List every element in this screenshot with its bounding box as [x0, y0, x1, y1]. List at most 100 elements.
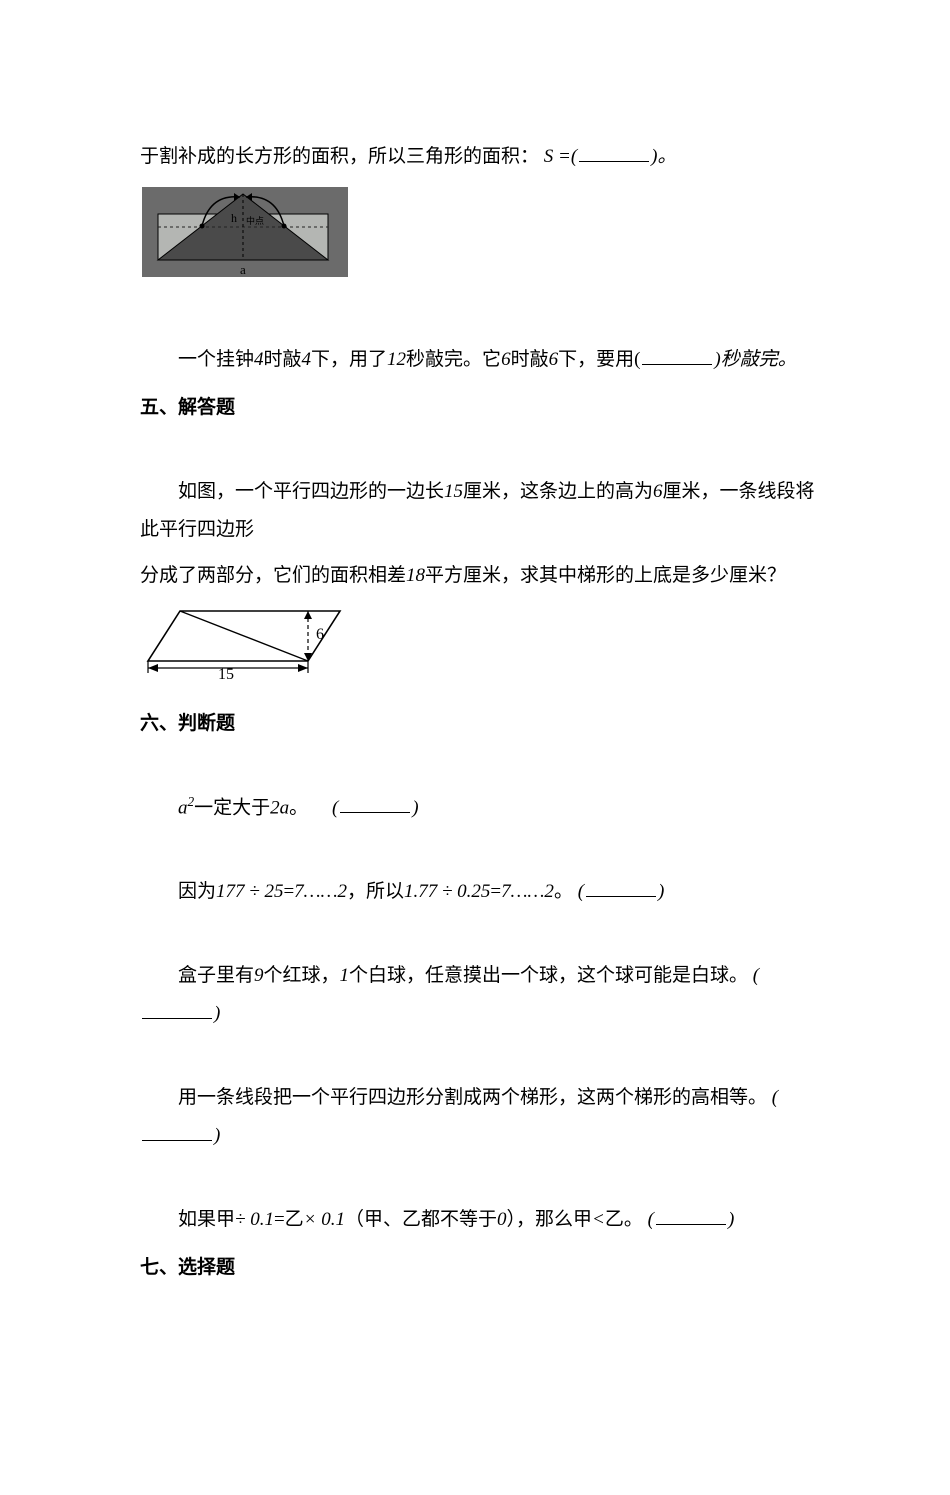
- clk-p4: 秒敲完。它: [406, 349, 501, 370]
- tf3-close: ): [214, 1003, 220, 1024]
- clk-n5: 6: [549, 349, 559, 370]
- clk-n1: 4: [254, 349, 264, 370]
- pq-l2a: 分成了两部分，它们的面积相差: [140, 565, 406, 586]
- fig2-base-arrow-r: [298, 664, 308, 672]
- page-root: 于割补成的长方形的面积，所以三角形的面积： S =()。 h a: [0, 0, 950, 1495]
- blank-area[interactable]: [579, 142, 649, 162]
- tf1-open: (: [332, 797, 338, 818]
- heading-section7: 七、选择题: [140, 1249, 820, 1287]
- question-clock: 一个挂钟4时敲4下，用了12秒敲完。它6时敲6下，要用()秒敲完。: [140, 341, 820, 379]
- question-parallelogram-l2: 分成了两部分，它们的面积相差18平方厘米，求其中梯形的上底是多少厘米？: [140, 557, 820, 595]
- tf3-n1: 9: [254, 965, 264, 986]
- tf2-p3: ，所以: [347, 881, 404, 902]
- clk-p6: 下，要用(: [558, 349, 640, 370]
- line-triangle-area: 于割补成的长方形的面积，所以三角形的面积： S =( )。: [140, 138, 820, 176]
- pq-l1n2: 6: [653, 481, 663, 502]
- clk-n2: 4: [302, 349, 312, 370]
- txt-close: )。: [651, 146, 676, 167]
- txt-eq-open: =(: [558, 146, 577, 167]
- clk-p7: )秒敲完。: [714, 349, 796, 370]
- tf5-p3: （甲、乙都不等于: [345, 1209, 497, 1230]
- tf2-p1: 因为: [178, 881, 216, 902]
- var-S: S: [544, 146, 554, 167]
- tf2-e3: 1.77 ÷ 0.25: [404, 881, 490, 902]
- blank-tf5[interactable]: [656, 1205, 726, 1225]
- tf2-p4: =: [490, 881, 501, 902]
- tf5-p5: 乙。: [605, 1209, 643, 1230]
- tf2-e1: 177 ÷ 25: [216, 881, 283, 902]
- tf1-b: 2a: [270, 797, 289, 818]
- tf2-e2: 7……2: [294, 881, 347, 902]
- tf1-tail: 。: [289, 797, 308, 818]
- fig2-label-h: 6: [316, 626, 324, 643]
- tf-q2: 因为177 ÷ 25=7……2，所以1.77 ÷ 0.25=7……2。 (): [140, 873, 820, 911]
- pq-l1n1: 15: [444, 481, 463, 502]
- heading-section6: 六、判断题: [140, 705, 820, 743]
- spacer-7: [140, 1163, 820, 1193]
- clk-n4: 6: [501, 349, 511, 370]
- txt-prefix: 于割补成的长方形的面积，所以三角形的面积：: [140, 146, 539, 167]
- tf5-e1: ÷ 0.1: [235, 1209, 274, 1230]
- pq-l2n: 18: [406, 565, 425, 586]
- spacer-5: [140, 919, 820, 949]
- clk-p1: 一个挂钟: [178, 349, 254, 370]
- tf5-open: (: [648, 1209, 654, 1230]
- blank-tf2[interactable]: [586, 877, 656, 897]
- tf4-text: 用一条线段把一个平行四边形分割成两个梯形，这两个梯形的高相等。: [178, 1087, 767, 1108]
- tf5-e2: × 0.1: [304, 1209, 345, 1230]
- tf1-a: a: [178, 797, 188, 818]
- clk-p3: 下，用了: [311, 349, 387, 370]
- spacer-2: [140, 435, 820, 465]
- blank-tf1[interactable]: [340, 793, 410, 813]
- pivot-right: [282, 224, 287, 229]
- fig2-h-arrow-up: [304, 611, 312, 619]
- tf3-n2: 1: [340, 965, 350, 986]
- tf5-p4: ），那么甲: [507, 1209, 593, 1230]
- tf1-mid: 一定大于: [194, 797, 270, 818]
- tf2-close: ): [658, 881, 664, 902]
- blank-tf4[interactable]: [142, 1121, 212, 1141]
- fig2-cutline: [180, 611, 308, 661]
- fig1-midlabel: 中点: [246, 215, 264, 226]
- tf5-n0: 0: [497, 1209, 507, 1230]
- fig2-label-b: 15: [218, 666, 234, 681]
- blank-clock[interactable]: [642, 345, 712, 365]
- tf2-p2: =: [283, 881, 294, 902]
- spacer-4: [140, 835, 820, 865]
- tf3-p3: 个白球，任意摸出一个球，这个球可能是白球。: [349, 965, 748, 986]
- pivot-left: [200, 224, 205, 229]
- tf5-p2: =乙: [274, 1209, 304, 1230]
- tf2-tail: 。: [554, 881, 573, 902]
- spacer-6: [140, 1041, 820, 1071]
- tf4-close: ): [214, 1125, 220, 1146]
- tf3-p1: 盒子里有: [178, 965, 254, 986]
- figure-parallelogram: 6 15: [140, 603, 820, 695]
- clk-p5: 时敲: [511, 349, 549, 370]
- question-parallelogram-l1: 如图，一个平行四边形的一边长15厘米，这条边上的高为6厘米，一条线段将此平行四边…: [140, 473, 820, 549]
- pq-l2b: 平方厘米，求其中梯形的上底是多少厘米？: [425, 565, 786, 586]
- blank-tf3[interactable]: [142, 999, 212, 1019]
- pq-l1b: 厘米，这条边上的高为: [463, 481, 653, 502]
- fig1-label-a: a: [240, 262, 246, 277]
- clk-p2: 时敲: [264, 349, 302, 370]
- pq-l1a: 如图，一个平行四边形的一边长: [178, 481, 444, 502]
- tf-q3: 盒子里有9个红球，1个白球，任意摸出一个球，这个球可能是白球。 (): [140, 957, 820, 1033]
- fig1-svg: h a 中点: [140, 184, 350, 279]
- tf2-open: (: [578, 881, 584, 902]
- tf-q4: 用一条线段把一个平行四边形分割成两个梯形，这两个梯形的高相等。 (): [140, 1079, 820, 1155]
- tf1-close: ): [412, 797, 418, 818]
- tf5-p1: 如果甲: [178, 1209, 235, 1230]
- fig1-label-h: h: [231, 211, 237, 225]
- spacer-1: [140, 303, 820, 333]
- tf4-open: (: [772, 1087, 778, 1108]
- tf5-close: ): [728, 1209, 734, 1230]
- tf5-lt: <: [592, 1209, 605, 1230]
- fig2-base-arrow-l: [148, 664, 158, 672]
- tf2-e4: 7……2: [501, 881, 554, 902]
- tf-q5: 如果甲÷ 0.1=乙× 0.1（甲、乙都不等于0），那么甲<乙。 (): [140, 1201, 820, 1239]
- tf3-open: (: [753, 965, 759, 986]
- tf3-p2: 个红球，: [264, 965, 340, 986]
- fig2-svg: 6 15: [140, 603, 350, 681]
- clk-n3: 12: [387, 349, 406, 370]
- spacer-3: [140, 751, 820, 781]
